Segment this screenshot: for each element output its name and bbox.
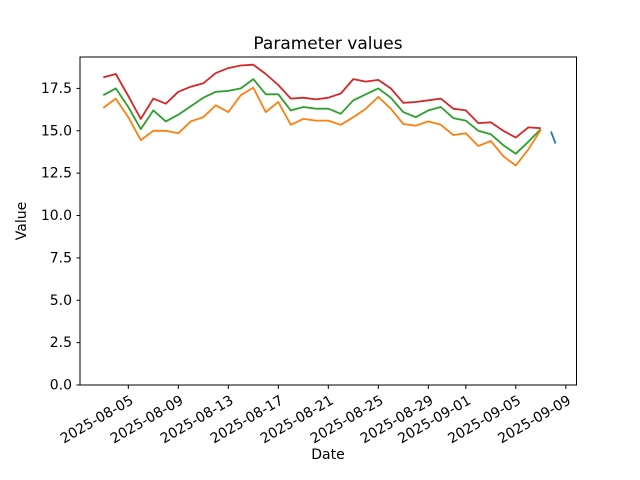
y-tick-label: 12.5 [41,166,72,182]
y-tick-label: 5.0 [50,293,72,309]
plot-frame [79,56,577,386]
y-axis-label: Value [14,202,30,240]
plot-area: 0.02.55.07.510.012.515.017.52025-08-0520… [41,56,577,447]
series-red [103,63,541,139]
series-green [102,78,542,155]
y-tick-label: 7.5 [50,250,72,266]
series-orange [102,86,542,167]
chart-title: Parameter values [253,34,402,54]
y-tick-label: 2.5 [50,335,72,351]
x-axis-label: Date [311,447,344,463]
y-tick-label: 17.5 [41,81,72,97]
series-blue [550,131,557,144]
y-tick-label: 15.0 [41,123,72,139]
y-tick-label: 0.0 [50,378,72,394]
y-tick-label: 10.0 [41,208,72,224]
